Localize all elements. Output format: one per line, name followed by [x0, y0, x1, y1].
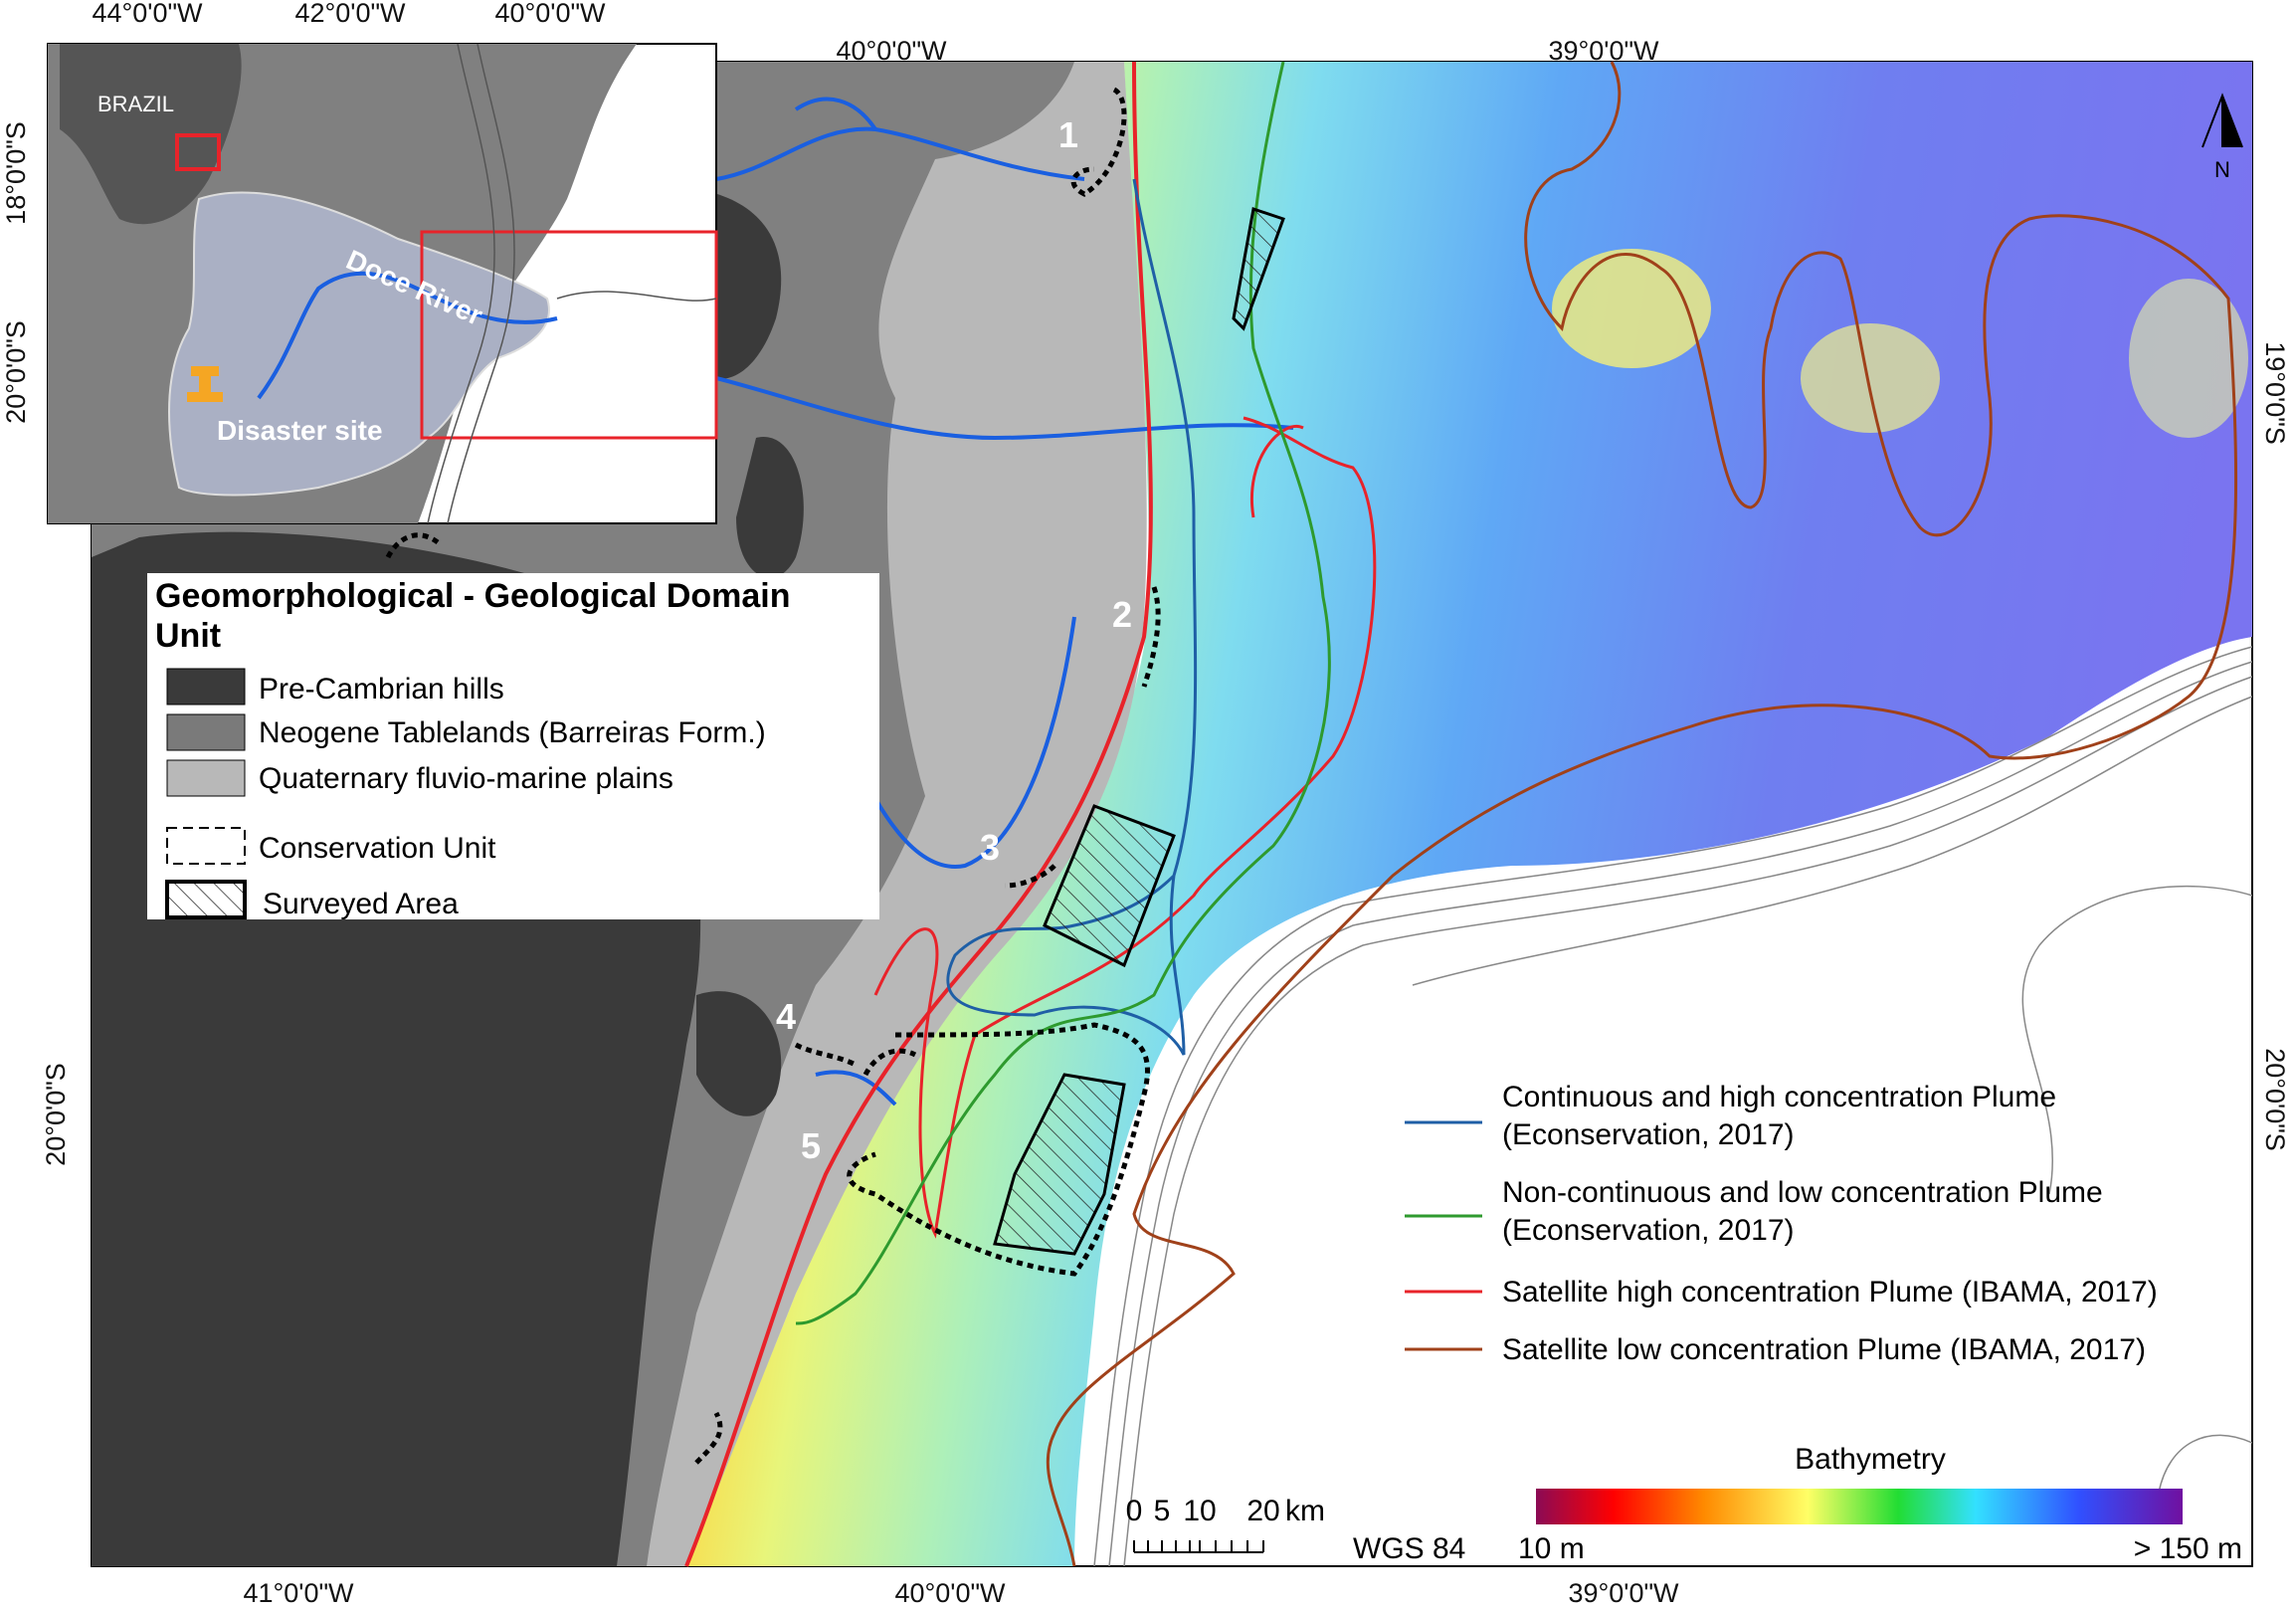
- surveyed-area: [1232, 207, 1285, 331]
- lon-tick-bottom: 41°0'0"W: [243, 1578, 354, 1608]
- datum-label: WGS 84: [1353, 1532, 1465, 1565]
- scale-tick: 10: [1183, 1495, 1216, 1527]
- surveyed-area: [1043, 804, 1176, 968]
- plume-low-concentration: [1046, 61, 2238, 1567]
- doce-river: [257, 271, 558, 400]
- north-arrow: N: [2201, 93, 2243, 182]
- inset-map: BRAZIL Doce River Disaster site 44°0'0"W…: [1, 0, 718, 524]
- legend-swatch-neogene: [166, 713, 246, 751]
- legend-label: Satellite high concentration Plume (IBAM…: [1502, 1276, 2158, 1309]
- conservation-number: 4: [776, 996, 796, 1037]
- inset-locator-box: [175, 133, 221, 171]
- lat-tick-right: 20°0'0"S: [2260, 1048, 2290, 1151]
- inset-lon-tick: 40°0'0"W: [494, 0, 606, 28]
- study-area-box: [420, 230, 718, 440]
- plume-satellite-high: [1250, 425, 1304, 518]
- legend-label: Conservation Unit: [259, 832, 496, 865]
- legend-label: Neogene Tablelands (Barreiras Form.): [259, 716, 766, 749]
- conservation-number: 2: [1112, 594, 1132, 635]
- shallow-bank: [2129, 279, 2248, 438]
- legend-swatch-surveyed: [165, 880, 247, 919]
- bathymetry-colorbar: [1536, 1489, 2183, 1524]
- legend-title: Geomorphological - Geological Domain: [155, 577, 791, 615]
- lat-tick-right: 19°0'0"S: [2260, 341, 2290, 445]
- precambrian-hills: [696, 991, 782, 1116]
- bathymetric-contours: [1093, 646, 2253, 1567]
- lon-tick-top: 40°0'0"W: [836, 36, 947, 66]
- bathymetry-min: 10 m: [1518, 1532, 1585, 1565]
- inset-lon-tick: 44°0'0"W: [92, 0, 203, 28]
- legend-label: (Econservation, 2017): [1502, 1118, 1795, 1151]
- scale-tick: 20: [1246, 1495, 1279, 1527]
- plume-continuous: [946, 178, 1198, 1056]
- inset-country-label: BRAZIL: [97, 92, 174, 116]
- disaster-pin-icon: [187, 366, 223, 402]
- scale-bar: 0 5 10 20 km WGS 84: [1126, 1495, 1466, 1565]
- legend-label: Pre-Cambrian hills: [259, 673, 504, 705]
- lon-tick-bottom: 39°0'0"W: [1568, 1578, 1679, 1608]
- plume-non-continuous: [795, 61, 1331, 1325]
- legend-swatch-precambrian: [166, 668, 246, 705]
- conservation-number: 1: [1058, 114, 1078, 155]
- legend-label: Satellite low concentration Plume (IBAMA…: [1502, 1333, 2146, 1366]
- shallow-bank: [1801, 323, 1940, 433]
- bathymetry-legend: Bathymetry 10 m > 150 m: [1518, 1443, 2242, 1565]
- scale-unit: km: [1285, 1495, 1325, 1527]
- lon-tick-bottom: 40°0'0"W: [894, 1578, 1006, 1608]
- plume-satellite-high: [873, 416, 1377, 1239]
- legend-geomorphology: Geomorphological - Geological Domain Uni…: [147, 573, 879, 920]
- precambrian-hills: [736, 437, 804, 578]
- inset-disaster-label: Disaster site: [217, 415, 383, 446]
- legend-plume: Continuous and high concentration Plume …: [1405, 1081, 2158, 1366]
- legend-label: (Econservation, 2017): [1502, 1214, 1795, 1247]
- scale-tick: 5: [1154, 1495, 1171, 1527]
- conservation-number: 5: [801, 1125, 821, 1166]
- bathymetry-title: Bathymetry: [1795, 1443, 1946, 1476]
- legend-title: Unit: [155, 617, 221, 655]
- legend-swatch-conservation: [166, 827, 246, 865]
- surveyed-area: [993, 1073, 1126, 1256]
- legend-swatch-quaternary: [166, 759, 246, 797]
- inset-lon-tick: 42°0'0"W: [294, 0, 406, 28]
- brazil-outline: [60, 44, 242, 225]
- legend-label: Continuous and high concentration Plume: [1502, 1081, 2056, 1113]
- conservation-units: [385, 87, 1161, 1465]
- lat-tick-left: 20°0'0"S: [41, 1063, 71, 1166]
- scale-tick: 0: [1126, 1495, 1143, 1527]
- inset-lat-tick: 18°0'0"S: [1, 121, 31, 225]
- inset-lat-tick: 20°0'0"S: [1, 320, 31, 424]
- conservation-number: 3: [980, 827, 1000, 868]
- legend-label: Non-continuous and low concentration Plu…: [1502, 1176, 2103, 1209]
- north-arrow-label: N: [2214, 157, 2230, 182]
- lon-tick-top: 39°0'0"W: [1548, 36, 1659, 66]
- legend-label: Surveyed Area: [263, 888, 459, 920]
- legend-label: Quaternary fluvio-marine plains: [259, 762, 673, 795]
- plume-satellite-high: [684, 61, 1153, 1567]
- bathymetry-max: > 150 m: [2134, 1532, 2242, 1565]
